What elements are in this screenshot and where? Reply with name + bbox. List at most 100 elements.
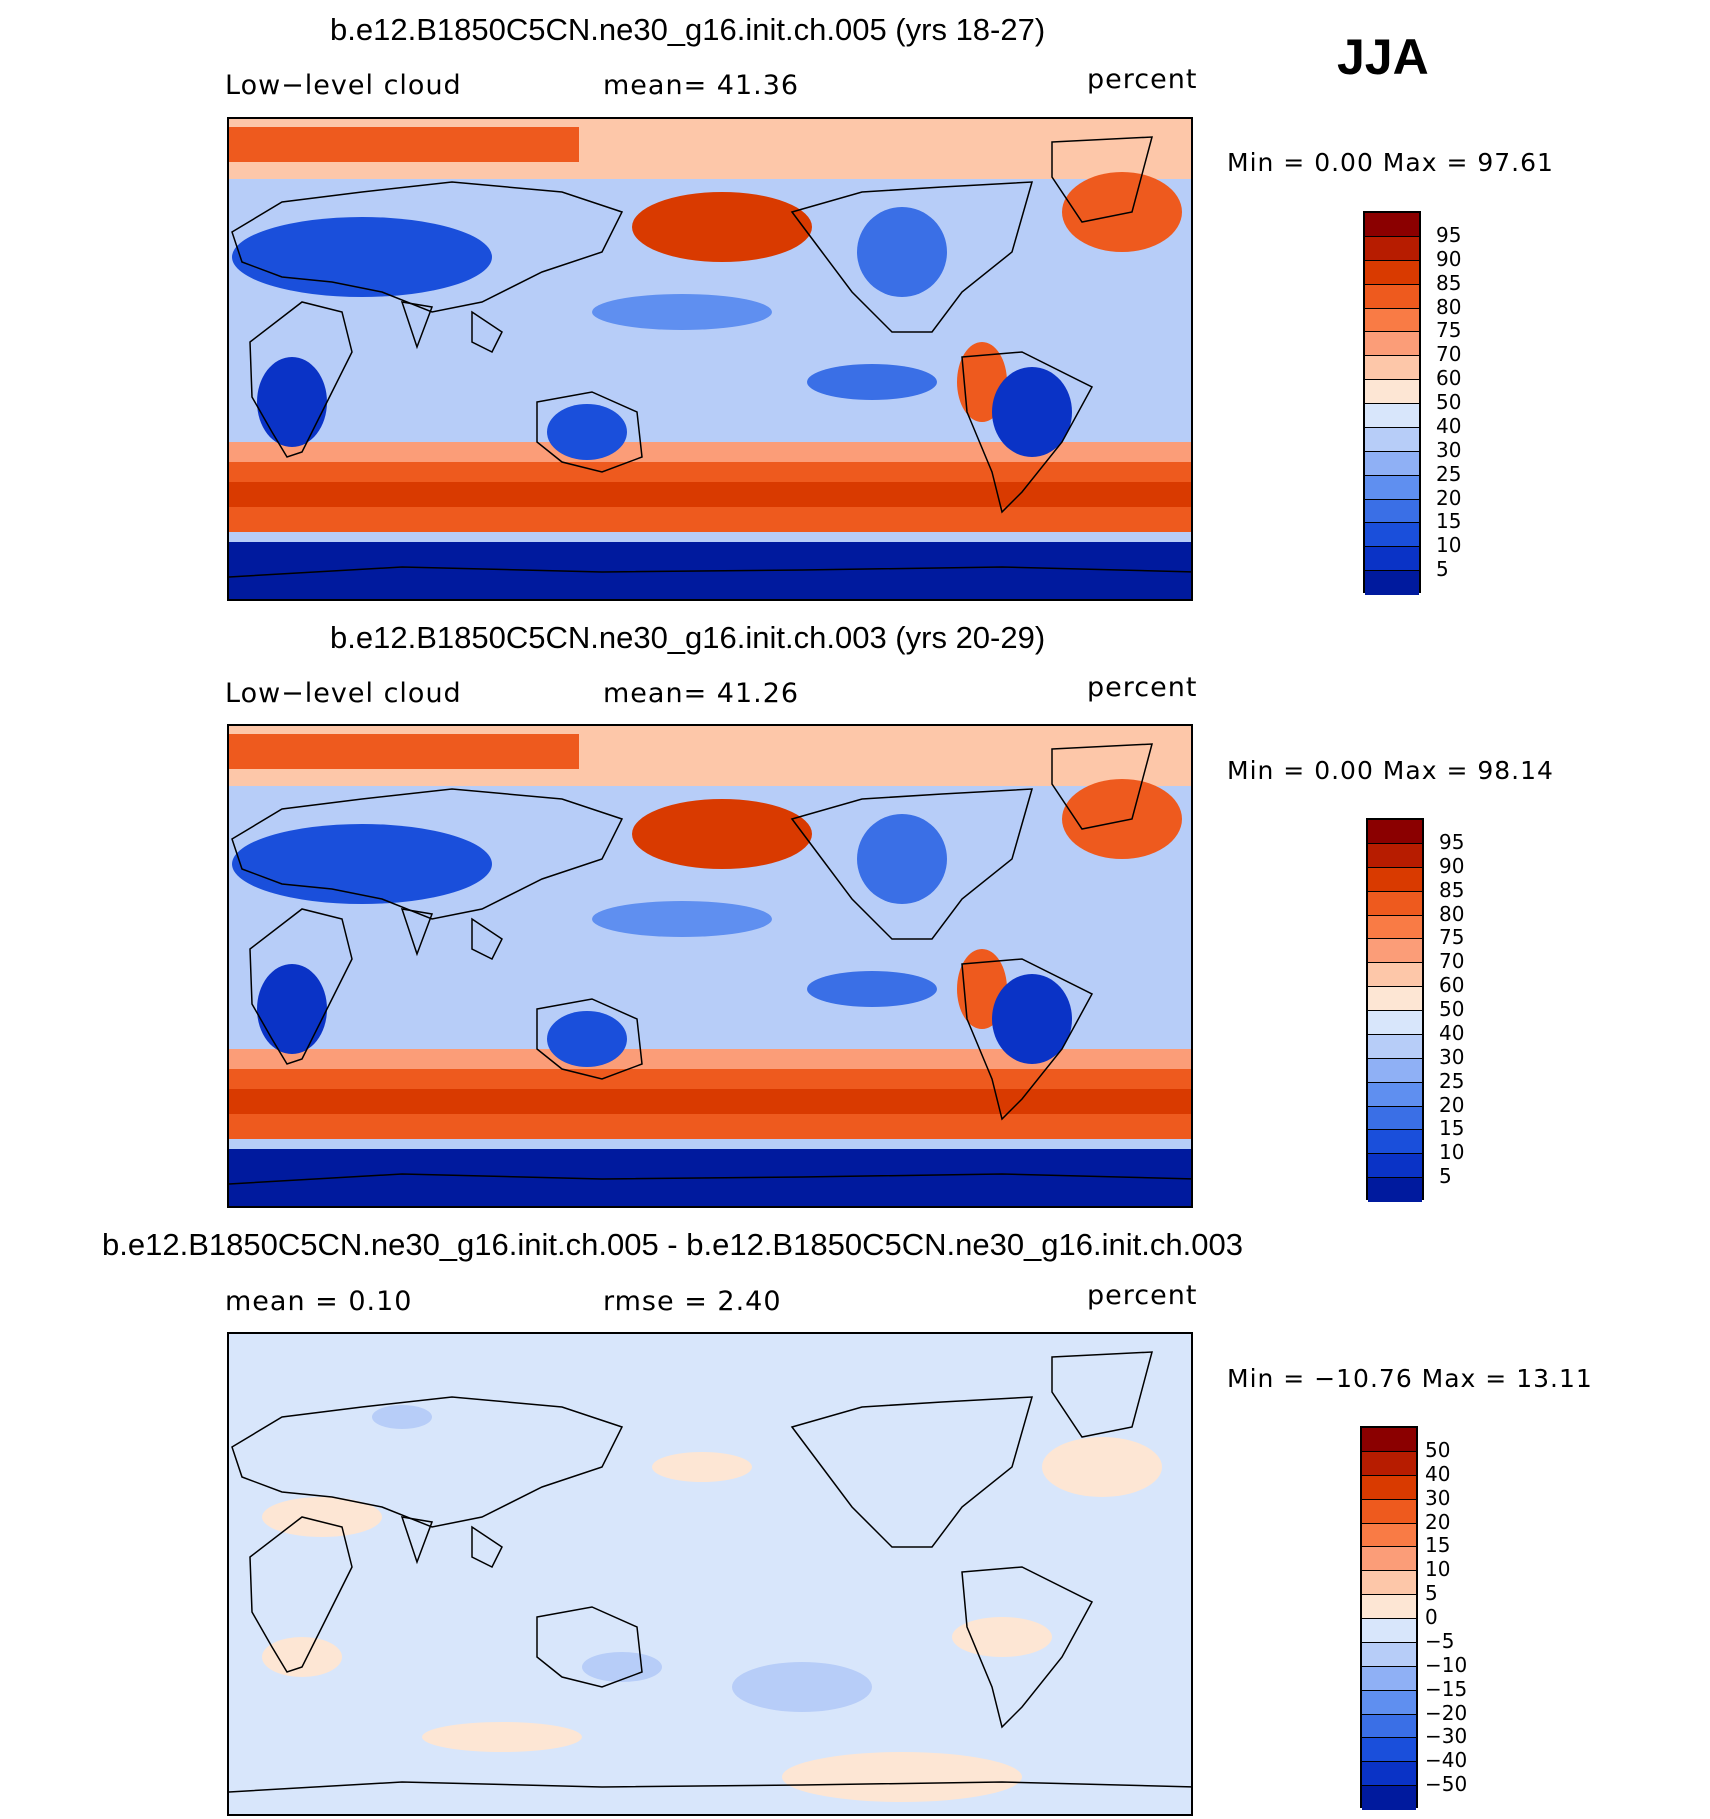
map-canvas bbox=[229, 726, 1191, 1206]
colorbar-tick-label: 15 bbox=[1439, 1116, 1465, 1141]
min-max-label: Min = 0.00 Max = 98.14 bbox=[1227, 756, 1554, 785]
colorbar-swatch bbox=[1365, 571, 1419, 595]
contour-map bbox=[227, 1332, 1193, 1816]
colorbar-tick-label: −30 bbox=[1425, 1724, 1468, 1749]
colorbar-swatch bbox=[1365, 356, 1419, 381]
colorbar-swatch bbox=[1368, 1011, 1422, 1035]
colorbar-swatch bbox=[1362, 1666, 1416, 1691]
colorbar-tick-label: 80 bbox=[1439, 901, 1465, 926]
colorbar-swatch bbox=[1365, 451, 1419, 476]
colorbar-swatch bbox=[1365, 213, 1419, 237]
colorbar-tick-label: 95 bbox=[1439, 829, 1465, 854]
colorbar-tick-label: 0 bbox=[1425, 1605, 1438, 1629]
colorbar-swatch bbox=[1368, 1034, 1422, 1059]
colorbar-tick-label: 60 bbox=[1436, 366, 1462, 391]
colorbar-tick-label: 10 bbox=[1436, 533, 1462, 558]
colorbar-swatch bbox=[1368, 891, 1422, 916]
colorbar-labels: 95 90 85 80 75 70 60 50 40 30 25 20 15 10 5 bbox=[1439, 818, 1519, 1200]
colorbar-swatch bbox=[1365, 284, 1419, 309]
colorbar-swatch bbox=[1365, 547, 1419, 572]
colorbar-tick-label: 90 bbox=[1436, 246, 1462, 271]
colorbar-tick-label: 75 bbox=[1436, 318, 1462, 343]
colorbar-tick-label: 50 bbox=[1425, 1437, 1451, 1462]
colorbar-swatch bbox=[1365, 404, 1419, 428]
colorbar-tick-label: −20 bbox=[1425, 1700, 1468, 1725]
panel-title: b.e12.B1850C5CN.ne30_g16.init.ch.003 (yr… bbox=[330, 620, 1046, 655]
colorbar-swatch bbox=[1362, 1642, 1416, 1667]
colorbar-swatch bbox=[1362, 1714, 1416, 1739]
colorbar-tick-label: 60 bbox=[1439, 973, 1465, 998]
colorbar-tick-label: 50 bbox=[1436, 390, 1462, 414]
colorbar-tick-label: 25 bbox=[1436, 461, 1462, 486]
units-label: percent bbox=[1087, 64, 1198, 95]
colorbar-swatch bbox=[1368, 1106, 1422, 1131]
colorbar-tick-label: 30 bbox=[1436, 437, 1462, 462]
colorbar-swatch bbox=[1365, 499, 1419, 524]
colorbar-swatch bbox=[1365, 260, 1419, 285]
colorbar-swatch bbox=[1368, 1154, 1422, 1179]
colorbar-tick-label: 85 bbox=[1439, 877, 1465, 902]
colorbar-swatch bbox=[1368, 1082, 1422, 1107]
colorbar-swatch bbox=[1362, 1762, 1416, 1787]
diff-mean-label: mean = 0.10 bbox=[225, 1286, 413, 1317]
colorbar-swatch bbox=[1362, 1786, 1416, 1810]
colorbar-tick-label: 40 bbox=[1425, 1461, 1451, 1486]
colorbar-swatch bbox=[1362, 1547, 1416, 1572]
colorbar-tick-label: 15 bbox=[1436, 509, 1462, 534]
colorbar-swatch bbox=[1365, 475, 1419, 500]
colorbar-swatch bbox=[1362, 1475, 1416, 1500]
contour-map bbox=[227, 117, 1193, 601]
mean-label: mean= 41.36 bbox=[603, 70, 800, 101]
colorbar-tick-label: −15 bbox=[1425, 1676, 1468, 1701]
contour-map bbox=[227, 724, 1193, 1208]
colorbar-swatch bbox=[1368, 1058, 1422, 1083]
colorbar-tick-label: 30 bbox=[1425, 1485, 1451, 1510]
colorbar-tick-label: 5 bbox=[1439, 1164, 1452, 1189]
colorbar-swatch bbox=[1365, 332, 1419, 357]
min-max-label: Min = −10.76 Max = 13.11 bbox=[1227, 1364, 1593, 1393]
colorbar-tick-label: −50 bbox=[1425, 1772, 1468, 1797]
colorbar-swatch bbox=[1362, 1738, 1416, 1763]
colorbar-swatch bbox=[1365, 523, 1419, 548]
colorbar-tick-label: 5 bbox=[1436, 557, 1449, 582]
colorbar-tick-label: 30 bbox=[1439, 1044, 1465, 1069]
colorbar-swatch bbox=[1368, 820, 1422, 844]
variable-label: Low−level cloud bbox=[225, 678, 462, 709]
colorbar-tick-label: −40 bbox=[1425, 1748, 1468, 1773]
colorbar-swatch bbox=[1362, 1428, 1416, 1452]
colorbar-swatch bbox=[1362, 1571, 1416, 1596]
colorbar bbox=[1366, 818, 1424, 1202]
colorbar-swatch bbox=[1362, 1595, 1416, 1619]
colorbar-tick-label: 70 bbox=[1439, 949, 1465, 974]
colorbar-swatch bbox=[1362, 1523, 1416, 1548]
colorbar-swatch bbox=[1362, 1619, 1416, 1643]
colorbar-tick-label: 5 bbox=[1425, 1581, 1438, 1606]
colorbar-tick-label: 20 bbox=[1436, 485, 1462, 510]
colorbar-swatch bbox=[1368, 867, 1422, 892]
colorbar-tick-label: 70 bbox=[1436, 342, 1462, 367]
colorbar-tick-label: 10 bbox=[1425, 1557, 1451, 1582]
colorbar-swatch bbox=[1362, 1690, 1416, 1715]
colorbar-swatch bbox=[1368, 915, 1422, 940]
colorbar-tick-label: 95 bbox=[1436, 222, 1462, 247]
min-max-label: Min = 0.00 Max = 97.61 bbox=[1227, 148, 1554, 177]
colorbar-tick-label: 85 bbox=[1436, 270, 1462, 295]
colorbar-tick-label: 40 bbox=[1436, 413, 1462, 438]
colorbar-swatch bbox=[1365, 380, 1419, 404]
mean-label: mean= 41.26 bbox=[603, 678, 800, 709]
colorbar-tick-label: 50 bbox=[1439, 997, 1465, 1021]
map-canvas bbox=[229, 119, 1191, 599]
colorbar-swatch bbox=[1368, 1178, 1422, 1202]
colorbar-swatch bbox=[1368, 987, 1422, 1011]
panel-title: b.e12.B1850C5CN.ne30_g16.init.ch.005 (yr… bbox=[330, 12, 1046, 47]
colorbar-swatch bbox=[1365, 427, 1419, 452]
colorbar bbox=[1363, 211, 1421, 595]
colorbar-tick-label: 80 bbox=[1436, 294, 1462, 319]
colorbar-tick-label: 10 bbox=[1439, 1140, 1465, 1165]
colorbar-labels: 50 40 30 20 15 10 5 0 −5 −10 −15 −20 −30 −40 −50 bbox=[1425, 1426, 1515, 1808]
variable-label: Low−level cloud bbox=[225, 70, 462, 101]
season-label: JJA bbox=[1337, 29, 1429, 85]
colorbar-tick-label: −5 bbox=[1425, 1628, 1455, 1653]
colorbar-labels: 95 90 85 80 75 70 60 50 40 30 25 20 15 10 5 bbox=[1436, 211, 1516, 593]
colorbar-tick-label: 15 bbox=[1425, 1533, 1451, 1558]
